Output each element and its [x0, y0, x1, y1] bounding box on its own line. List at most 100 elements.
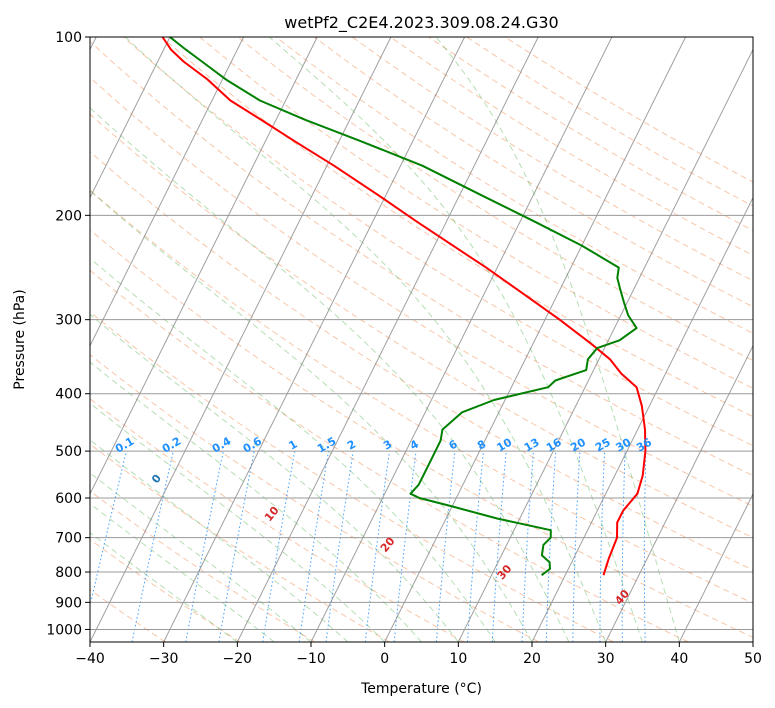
mixing-ratio-line: [131, 450, 174, 642]
y-tick-label: 800: [55, 565, 82, 581]
isotherm: [236, 37, 539, 642]
mixing-ratio-label: 1.5: [315, 435, 338, 456]
y-tick-label: 400: [55, 387, 82, 403]
moist-adiabat: [124, 37, 607, 642]
moist-adiabat: [268, 37, 643, 642]
mixing-ratio-label: 1: [286, 438, 299, 453]
dry-adiabat: [237, 37, 753, 362]
dry-adiabat: [275, 37, 753, 334]
x-tick-label: −30: [149, 651, 179, 667]
y-tick-label: 900: [55, 595, 82, 611]
moist-adiabat: [90, 402, 386, 642]
mixing-ratio-label: 30: [613, 435, 633, 454]
profiles: [161, 37, 647, 576]
isotherm: [531, 196, 753, 642]
isotherm: [678, 492, 753, 642]
dry-adiabat: [90, 151, 753, 571]
mixing-ratio-label: 16: [544, 435, 564, 454]
mixing-ratio-label: 0.4: [210, 434, 234, 455]
isotherm: [90, 37, 318, 496]
mixing-ratio-label: 0.2: [160, 435, 183, 456]
dry-adiabat: [428, 37, 753, 232]
mixing-ratio-line: [621, 451, 626, 642]
mixing-ratio-line: [364, 451, 390, 642]
dry-adiabat: [313, 37, 753, 308]
isotherm: [752, 640, 753, 642]
x-tick-label: 50: [744, 651, 762, 667]
mixing-ratio-line: [185, 451, 224, 642]
isotherm: [90, 37, 392, 642]
mixing-ratio-line: [262, 451, 296, 642]
plot-frame: [89, 36, 754, 643]
axis-ticks: −40 −30 −20 −10 0 10 20 30 40 5010020030040050060…: [46, 30, 762, 667]
y-tick-label: 500: [55, 444, 82, 460]
y-tick-label: 600: [55, 491, 82, 507]
adiabat-label: 10: [262, 504, 282, 524]
x-axis-label: Temperature (°C): [360, 681, 482, 697]
chart-title: wetPf2_C2E4.2023.309.08.24.G30: [284, 13, 558, 33]
moist-adiabat: [90, 257, 496, 642]
x-tick-label: 30: [597, 651, 615, 667]
dry-adiabat: [90, 269, 689, 642]
moist-adiabat: [90, 313, 459, 642]
moist-adiabat: [90, 532, 238, 642]
dry-adiabat: [90, 311, 614, 642]
mixing-ratio-line: [298, 451, 329, 642]
mixing-ratio-label: 0.1: [113, 435, 136, 456]
mixing-ratio-line: [90, 450, 127, 609]
moist-adiabat: [90, 472, 312, 642]
y-tick-label: 300: [55, 313, 82, 329]
x-tick-label: 10: [449, 651, 467, 667]
moist-adiabat: [90, 439, 349, 642]
mixing-ratio-line: [491, 451, 507, 642]
mixing-ratio-label: 36: [634, 435, 654, 454]
dry-adiabat: [199, 37, 753, 389]
moist-adiabat: [90, 503, 275, 642]
dry-adiabat: [390, 37, 753, 256]
y-axis-label: Pressure (hPa): [12, 289, 28, 389]
adiabat-label: 40: [612, 587, 632, 607]
isotherm: [90, 37, 245, 347]
dry-adiabat: [90, 588, 166, 642]
background-lines: [90, 37, 753, 642]
y-tick-label: 200: [55, 208, 82, 224]
mixing-ratio-line: [393, 451, 417, 642]
mixing-ratio-line: [435, 451, 456, 642]
dry-adiabat: [90, 490, 315, 642]
dry-adiabat: [90, 354, 540, 642]
mixing-ratio-line: [599, 451, 606, 642]
moist-adiabat: [90, 190, 533, 642]
dry-adiabat: [161, 37, 753, 418]
temperature-profile: [161, 37, 647, 576]
grid: [90, 37, 753, 642]
mixing-ratio-label: 10: [495, 435, 515, 454]
moist-adiabat: [90, 361, 422, 642]
x-tick-label: −20: [223, 651, 253, 667]
mixing-ratio-line: [218, 451, 255, 642]
y-tick-label: 1000: [46, 622, 82, 638]
isotherm: [163, 37, 466, 642]
moist-adiabat: [435, 37, 680, 642]
x-tick-label: 20: [523, 651, 541, 667]
mixing-ratio-label: 13: [522, 436, 542, 455]
adiabat-label: 0: [149, 472, 164, 486]
y-tick-label: 700: [55, 531, 82, 547]
x-tick-label: −40: [75, 651, 105, 667]
isotherm: [605, 344, 753, 642]
dewpoint-profile: [169, 37, 638, 576]
isotherm: [90, 37, 171, 199]
dry-adiabat: [90, 113, 753, 539]
mixing-ratio-label: 4: [408, 437, 421, 452]
dry-adiabat: [90, 189, 753, 604]
mixing-ratio-label: 2: [345, 438, 358, 453]
mixing-ratio-line: [467, 451, 484, 642]
dry-adiabat: [90, 443, 390, 642]
mixing-ratio-line: [325, 451, 354, 642]
isotherm: [457, 48, 753, 642]
mixing-ratio-label: 8: [475, 438, 488, 453]
mixing-ratio-label: 0.6: [241, 434, 265, 455]
y-tick-label: 100: [55, 30, 82, 46]
mixing-ratio-label: 25: [593, 436, 613, 455]
mixing-ratio-label: 20: [568, 435, 588, 454]
dry-adiabat: [122, 37, 753, 447]
